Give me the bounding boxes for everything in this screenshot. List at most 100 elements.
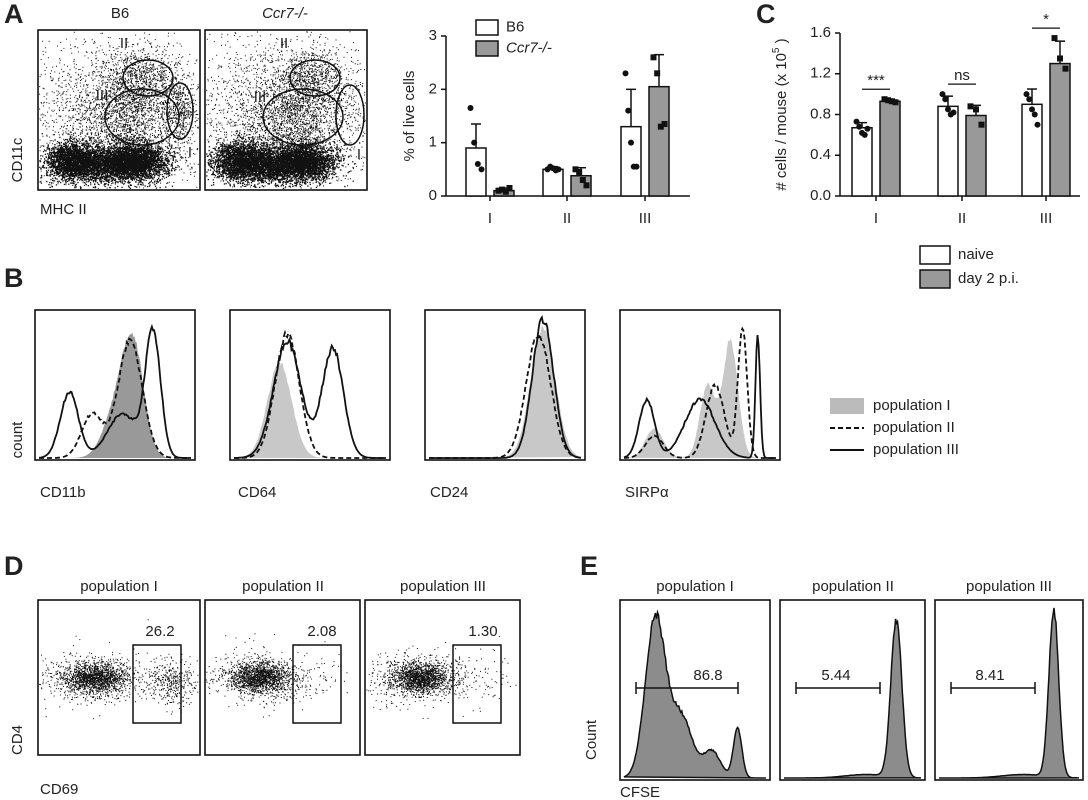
bar — [1049, 62, 1071, 197]
data-point — [654, 70, 661, 77]
data-point — [885, 97, 892, 104]
bar — [851, 126, 873, 197]
axis-label: Count — [583, 719, 600, 760]
gate-label: III — [254, 89, 267, 106]
marker-label: CD64 — [238, 484, 276, 501]
data-point — [950, 109, 957, 116]
gate-bar — [795, 682, 881, 694]
plot-title: population I — [656, 578, 734, 595]
histogram-fill — [39, 332, 191, 458]
y-tick-label: 1.6 — [810, 24, 831, 41]
legend-label: population I — [873, 397, 951, 414]
bar — [570, 174, 592, 197]
scatter-cloud — [206, 31, 366, 189]
bar — [465, 147, 487, 197]
gate-value: 8.41 — [975, 667, 1004, 684]
significance-label: ns — [954, 67, 970, 84]
plot-frame — [934, 599, 1084, 781]
histogram-line — [623, 335, 776, 459]
marker-label: CD24 — [430, 484, 468, 501]
histogram-line — [39, 337, 191, 459]
axis-label: CD69 — [40, 781, 78, 798]
data-point — [622, 70, 629, 77]
gate — [132, 644, 182, 724]
data-point — [864, 125, 871, 132]
data-point — [495, 187, 502, 194]
plot-frame — [37, 29, 201, 191]
histogram-fill — [783, 618, 922, 779]
gate-value: 86.8 — [693, 667, 722, 684]
legend-label: day 2 p.i. — [958, 270, 1019, 287]
significance-label: * — [1043, 11, 1049, 28]
gate-label: I — [357, 146, 361, 163]
y-tick-label: 2 — [429, 80, 437, 97]
axis-label: # cells / mouse (x 10 — [773, 53, 790, 191]
scatter-cloud — [39, 619, 192, 720]
legend-label: B6 — [506, 18, 524, 35]
legend-swatch — [830, 398, 864, 414]
data-point — [942, 96, 949, 103]
gate-label: I — [188, 144, 192, 161]
data-point — [467, 105, 474, 111]
y-tick-label: 3 — [429, 27, 437, 44]
panel-label: E — [580, 551, 598, 581]
y-tick-label: 0.0 — [810, 187, 831, 204]
scatter-cloud — [164, 62, 198, 161]
y-tick-label: 0 — [429, 187, 437, 204]
legend-label: naive — [958, 246, 994, 263]
data-point — [1057, 55, 1063, 62]
plot-title: population II — [242, 578, 324, 595]
data-point — [625, 107, 632, 114]
data-point — [1029, 106, 1035, 113]
data-point — [888, 98, 895, 105]
data-point — [856, 123, 863, 130]
gate-value: 1.30 — [468, 623, 497, 640]
histogram-line — [38, 323, 191, 459]
histogram-line — [429, 315, 582, 459]
legend-swatch — [919, 269, 951, 289]
y-tick-label: 0.8 — [810, 105, 831, 122]
gate — [452, 644, 502, 724]
y-tick-label: 1 — [429, 134, 437, 151]
gate-value: 2.08 — [307, 623, 336, 640]
axis-label: CD4 — [9, 725, 26, 755]
x-tick-label: II — [958, 210, 966, 227]
plot-frame — [424, 309, 586, 461]
data-point — [945, 106, 951, 113]
gate-bar — [950, 682, 1036, 694]
data-point — [881, 96, 888, 103]
data-point — [939, 91, 946, 98]
scatter-cloud — [129, 653, 199, 715]
legend-swatch — [475, 40, 499, 57]
data-point — [892, 99, 899, 106]
plot-title: population I — [80, 578, 158, 595]
panel-label: B — [4, 263, 24, 293]
bar — [879, 100, 901, 197]
panel-label: D — [4, 551, 24, 581]
legend-label: population II — [873, 419, 955, 436]
histogram-line — [624, 326, 776, 459]
gate-label: II — [280, 35, 288, 52]
axis-label: count — [9, 421, 26, 459]
axis-label-exponent: 5 — [771, 47, 782, 53]
scatter-cloud — [39, 31, 199, 189]
histogram-fill — [624, 339, 776, 458]
plot-frame — [204, 29, 368, 191]
plot-frame — [204, 599, 361, 756]
histogram-line — [234, 329, 386, 459]
data-point — [474, 161, 481, 167]
marker-label: SIRPα — [625, 484, 669, 501]
plot-title: population III — [400, 578, 486, 595]
data-point — [478, 166, 485, 173]
data-point — [861, 131, 868, 138]
plot-frame — [619, 599, 771, 781]
histogram-line — [234, 337, 386, 459]
data-point — [1062, 65, 1069, 72]
marker-label: CD11b — [40, 484, 86, 501]
bar — [542, 168, 564, 197]
axis-label: % of live cells — [401, 71, 418, 162]
data-point — [1026, 96, 1033, 103]
bar — [620, 125, 642, 197]
panel-label: A — [4, 0, 24, 29]
